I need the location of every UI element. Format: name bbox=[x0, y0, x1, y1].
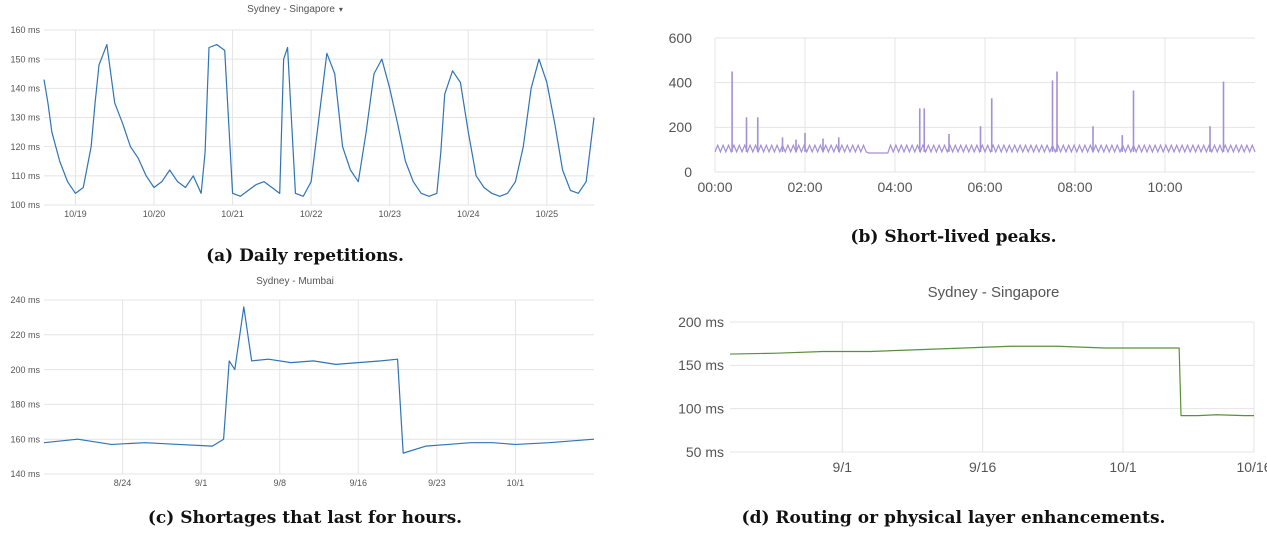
x-tick-label: 06:00 bbox=[967, 179, 1002, 195]
y-tick-label: 150 ms bbox=[678, 357, 724, 373]
x-tick-label: 10/25 bbox=[536, 209, 559, 219]
x-tick-label: 9/23 bbox=[428, 478, 446, 488]
x-tick-label: 10/1 bbox=[507, 478, 525, 488]
chart-svg: 140 ms 160 ms 180 ms 200 ms 220 ms 240 ms 8/24… bbox=[10, 295, 595, 488]
y-tick-label: 110 ms bbox=[11, 171, 40, 181]
x-tick-label: 04:00 bbox=[877, 179, 912, 195]
chart-title: Sydney - Singapore ▾ bbox=[247, 4, 343, 15]
x-tick-label: 10/23 bbox=[378, 209, 401, 219]
x-tick-label: 10/20 bbox=[143, 209, 166, 219]
x-tick-label: 10:00 bbox=[1147, 179, 1182, 195]
x-tick-label: 10/24 bbox=[457, 209, 480, 219]
chart-svg: 50 ms 100 ms 150 ms 200 ms 9/1 9/16 10/1 10/16 bbox=[678, 314, 1267, 475]
figure-caption: (b) Short-lived peaks. bbox=[850, 227, 1057, 247]
x-tick-label: 10/21 bbox=[221, 209, 244, 219]
grid bbox=[44, 299, 594, 475]
y-tick-label: 0 bbox=[684, 164, 692, 180]
x-tick-label: 9/16 bbox=[350, 478, 368, 488]
grid bbox=[730, 321, 1255, 453]
figure-caption: (c) Shortages that last for hours. bbox=[147, 508, 463, 528]
y-tick-label: 180 ms bbox=[10, 400, 40, 410]
series-line bbox=[43, 306, 595, 454]
y-tick-label: 140 ms bbox=[10, 469, 40, 479]
chart-svg: 100 ms 110 ms 120 ms 130 ms 140 ms 150 ms 160 … bbox=[10, 25, 595, 219]
chart-panel-c: Sydney - Mumbai 140 ms 160 ms 180 ms 200 ms… bbox=[0, 272, 610, 535]
chart-panel-d: Sydney - Singapore 50 ms 100 ms 150 ms 200 … bbox=[640, 272, 1267, 535]
y-tick-label: 200 ms bbox=[10, 365, 40, 375]
x-tick-label: 10/1 bbox=[1109, 459, 1136, 475]
y-tick-label: 100 ms bbox=[10, 200, 40, 210]
y-tick-label: 100 ms bbox=[678, 401, 724, 417]
chart-panel-b: 0 200 400 600 00:00 02:00 04:00 06:00 08:00 10:00… bbox=[640, 0, 1267, 270]
y-tick-label: 120 ms bbox=[10, 142, 40, 152]
x-tick-label: 08:00 bbox=[1057, 179, 1092, 195]
x-tick-label: 9/8 bbox=[273, 478, 286, 488]
chart-title: Sydney - Mumbai bbox=[256, 276, 334, 287]
chevron-down-icon[interactable]: ▾ bbox=[338, 4, 343, 14]
y-tick-label: 200 ms bbox=[678, 314, 724, 330]
y-tick-label: 50 ms bbox=[686, 444, 724, 460]
x-tick-label: 10/16 bbox=[1236, 459, 1267, 475]
chart-title: Sydney - Singapore bbox=[927, 284, 1060, 301]
x-tick-label: 9/16 bbox=[969, 459, 996, 475]
x-tick-label: 02:00 bbox=[787, 179, 822, 195]
y-tick-label: 160 ms bbox=[10, 434, 40, 444]
y-tick-label: 200 bbox=[669, 119, 693, 135]
y-tick-label: 400 bbox=[669, 75, 693, 91]
y-tick-label: 220 ms bbox=[10, 330, 40, 340]
y-tick-label: 140 ms bbox=[10, 83, 40, 93]
x-tick-label: 10/19 bbox=[64, 209, 87, 219]
figure-caption: (a) Daily repetitions. bbox=[206, 246, 404, 266]
x-tick-label: 8/24 bbox=[114, 478, 132, 488]
series-line bbox=[43, 43, 595, 197]
x-tick-label: 00:00 bbox=[697, 179, 732, 195]
chart-panel-a: Sydney - Singapore ▾ 100 ms 110 ms 120 ms 13… bbox=[0, 0, 610, 270]
y-tick-label: 150 ms bbox=[10, 54, 40, 64]
x-tick-label: 9/1 bbox=[833, 459, 853, 475]
grid bbox=[44, 29, 594, 206]
x-tick-label: 9/1 bbox=[195, 478, 208, 488]
y-tick-label: 130 ms bbox=[10, 113, 40, 123]
series-line bbox=[729, 345, 1254, 417]
y-tick-label: 160 ms bbox=[10, 25, 40, 35]
figure-caption: (d) Routing or physical layer enhancemen… bbox=[741, 508, 1166, 528]
grid bbox=[714, 37, 1255, 173]
y-tick-label: 600 bbox=[669, 30, 693, 46]
chart-svg: 0 200 400 600 00:00 02:00 04:00 06:00 08:00 10:00 bbox=[669, 30, 1256, 195]
x-tick-label: 10/22 bbox=[300, 209, 323, 219]
y-tick-label: 240 ms bbox=[10, 295, 40, 305]
